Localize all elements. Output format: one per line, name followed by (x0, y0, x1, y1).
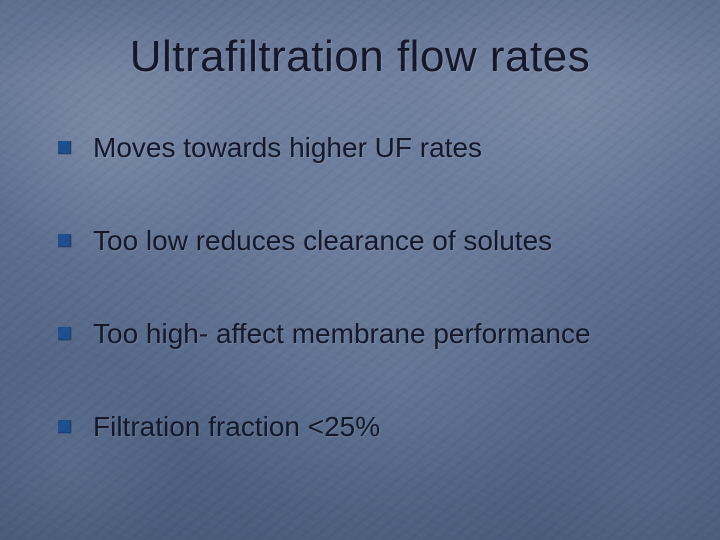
slide: Ultrafiltration flow rates Moves towards… (0, 0, 720, 540)
bullet-text: Too high- affect membrane performance (93, 316, 591, 351)
slide-body: Moves towards higher UF rates Too low re… (58, 130, 680, 444)
bullet-text: Moves towards higher UF rates (93, 130, 482, 165)
square-bullet-icon (58, 141, 71, 154)
square-bullet-icon (58, 327, 71, 340)
list-item: Too high- affect membrane performance (58, 316, 680, 351)
list-item: Too low reduces clearance of solutes (58, 223, 680, 258)
square-bullet-icon (58, 420, 71, 433)
bullet-text: Too low reduces clearance of solutes (93, 223, 552, 258)
list-item: Filtration fraction <25% (58, 409, 680, 444)
bullet-text: Filtration fraction <25% (93, 409, 380, 444)
square-bullet-icon (58, 234, 71, 247)
list-item: Moves towards higher UF rates (58, 130, 680, 165)
slide-title: Ultrafiltration flow rates (0, 32, 720, 82)
